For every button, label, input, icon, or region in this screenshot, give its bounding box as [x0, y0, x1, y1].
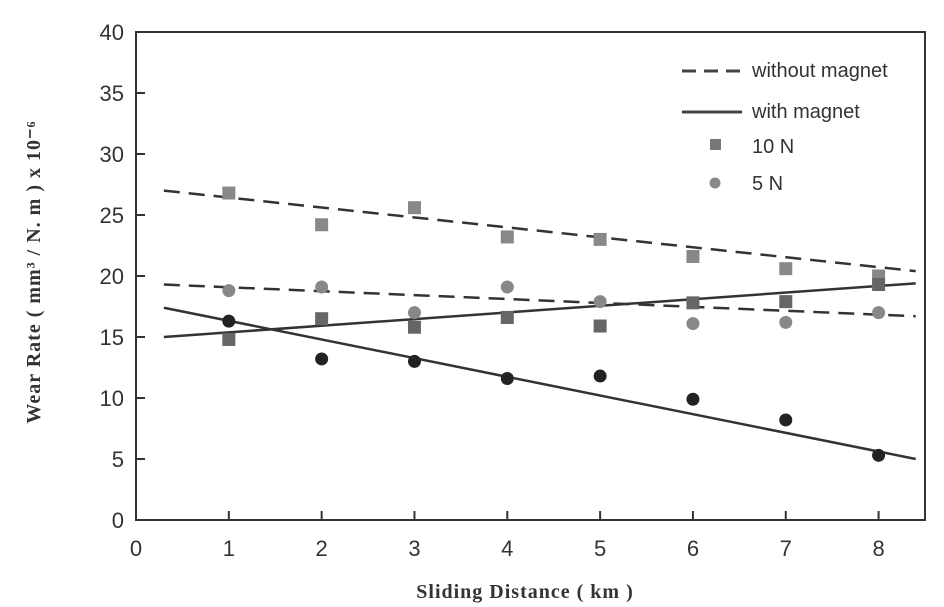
- circle-point: [407, 306, 421, 320]
- square-point: [593, 319, 607, 333]
- legend-circle-marker: [709, 177, 721, 189]
- y-tick-label: 20: [100, 264, 124, 289]
- square-point: [872, 278, 886, 292]
- square-point: [686, 249, 700, 263]
- square-point: [407, 201, 421, 215]
- x-tick-label: 5: [594, 536, 606, 561]
- circle-point: [686, 317, 700, 331]
- circle-point: [593, 369, 607, 383]
- square-point: [222, 332, 236, 346]
- square-point: [779, 262, 793, 276]
- square-point: [315, 218, 329, 232]
- circle-point: [222, 284, 236, 298]
- square-point: [407, 320, 421, 334]
- x-tick-label: 4: [501, 536, 513, 561]
- legend-with-magnet: with magnet: [751, 101, 860, 123]
- circle-point: [779, 413, 793, 427]
- data-points: [222, 186, 886, 462]
- circle-point: [315, 352, 329, 366]
- y-tick-label: 25: [100, 203, 124, 228]
- solid-trend-line: [163, 282, 916, 339]
- x-tick-label: 0: [130, 536, 142, 561]
- circle-point: [686, 392, 700, 406]
- dashed-trend-line: [163, 283, 916, 318]
- y-tick-label: 0: [112, 508, 124, 533]
- square-point: [593, 232, 607, 246]
- square-point: [315, 312, 329, 326]
- y-tick-label: 40: [100, 20, 124, 45]
- legend-10n: 10 N: [752, 136, 794, 158]
- square-point: [222, 186, 236, 200]
- circle-point: [779, 315, 793, 329]
- circle-point: [872, 306, 886, 320]
- dashed-trend-line: [163, 189, 916, 273]
- x-tick-label: 1: [223, 536, 235, 561]
- x-tick-label: 8: [872, 536, 884, 561]
- legend-without-magnet: without magnet: [751, 60, 888, 82]
- x-tick-label: 7: [780, 536, 792, 561]
- circle-point: [500, 280, 514, 294]
- tick-labels: 0 5 10 15 20 25 30 35 40 0 1 2 3 4 5 6 7 8: [100, 20, 885, 561]
- x-axis-label: Sliding Distance ( km ): [416, 581, 633, 603]
- circle-point: [407, 354, 421, 368]
- legend-5n: 5 N: [752, 173, 783, 195]
- y-tick-label: 10: [100, 386, 124, 411]
- legend: without magnet with magnet 10 N 5 N: [682, 60, 888, 195]
- solid-trend-line: [163, 306, 916, 461]
- trend-lines: [163, 189, 916, 461]
- y-tick-label: 15: [100, 325, 124, 350]
- circle-point: [222, 314, 236, 328]
- y-tick-label: 5: [112, 447, 124, 472]
- square-point: [686, 296, 700, 310]
- x-tick-label: 6: [687, 536, 699, 561]
- circle-point: [872, 448, 886, 462]
- square-point: [500, 310, 514, 324]
- square-point: [500, 230, 514, 244]
- circle-point: [315, 280, 329, 294]
- circle-point: [593, 295, 607, 309]
- y-axis-label: Wear Rate ( mm³ / N. m ) x 10⁻⁶: [23, 120, 45, 423]
- y-tick-label: 30: [100, 142, 124, 167]
- square-point: [779, 295, 793, 309]
- y-tick-label: 35: [100, 81, 124, 106]
- x-tick-label: 2: [316, 536, 328, 561]
- circle-point: [500, 371, 514, 385]
- axes-frame: [135, 31, 926, 521]
- x-tick-label: 3: [408, 536, 420, 561]
- legend-square-marker: [710, 139, 721, 150]
